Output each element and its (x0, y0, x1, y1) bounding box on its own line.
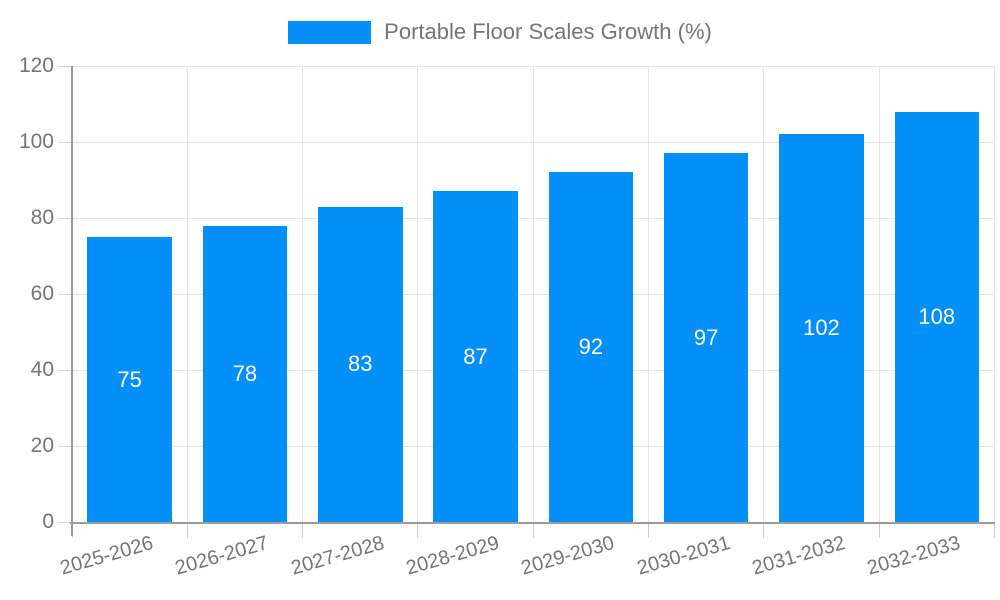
bar (548, 172, 634, 522)
y-axis-label: 20 (30, 434, 54, 457)
gridline-vertical (417, 66, 419, 522)
bar (663, 153, 749, 522)
bar-value-label: 87 (463, 343, 488, 369)
bar (779, 134, 864, 522)
bar-value-label: 75 (117, 366, 142, 392)
x-axis-line (70, 522, 996, 524)
x-axis-label: 2026-2027 (173, 532, 272, 580)
bar (87, 237, 172, 522)
x-axis-tick (532, 524, 534, 538)
x-axis-label: 2029-2030 (518, 532, 617, 580)
bar-value-label: 92 (578, 334, 604, 360)
x-axis-label: 2030-2031 (634, 532, 733, 580)
y-axis-label: 100 (18, 130, 54, 153)
x-axis-label: 2025-2026 (57, 532, 156, 580)
gridline-vertical (302, 66, 304, 522)
y-axis-tick (58, 293, 72, 295)
legend-swatch (288, 20, 372, 44)
bar-value-label: 78 (232, 360, 258, 386)
gridline-vertical (186, 66, 188, 522)
x-axis-tick (878, 524, 880, 538)
y-axis-line (71, 66, 73, 536)
x-axis-label: 2028-2029 (403, 532, 502, 580)
x-axis-label: 2032-2033 (864, 532, 963, 580)
y-axis-tick (58, 369, 72, 371)
gridline-vertical (532, 66, 534, 522)
y-axis-tick (58, 217, 72, 219)
legend: Portable Floor Scales Growth (%) (0, 14, 1000, 50)
bar (894, 111, 979, 522)
y-axis-tick (58, 445, 72, 447)
y-axis-tick (58, 521, 72, 523)
gridline-vertical (878, 66, 880, 522)
x-axis-label: 2031-2032 (749, 532, 848, 580)
gridline-vertical (763, 66, 765, 522)
x-axis-tick (417, 524, 419, 538)
x-axis-tick (763, 524, 765, 538)
y-axis-label: 80 (30, 206, 54, 229)
gridline-vertical (648, 66, 649, 522)
bar-value-label: 97 (693, 324, 719, 350)
bar-value-label: 102 (803, 315, 840, 341)
gridline-vertical (993, 66, 995, 522)
bar-value-label: 108 (918, 303, 956, 329)
x-axis-label: 2027-2028 (288, 532, 387, 580)
legend-label: Portable Floor Scales Growth (%) (384, 19, 712, 44)
x-axis-tick (302, 524, 304, 538)
y-axis-tick (58, 141, 72, 143)
x-axis-tick (648, 524, 649, 538)
y-axis-label: 120 (18, 54, 54, 77)
bar (318, 206, 403, 522)
x-axis-tick (186, 524, 188, 538)
x-axis-tick (993, 524, 995, 538)
y-axis-label: 60 (30, 282, 54, 305)
y-axis-label: 0 (42, 510, 54, 533)
bar-value-label: 83 (348, 351, 373, 377)
y-axis-tick (58, 65, 72, 67)
y-axis-label: 40 (30, 358, 54, 381)
bar (202, 225, 288, 522)
bar (433, 191, 518, 522)
